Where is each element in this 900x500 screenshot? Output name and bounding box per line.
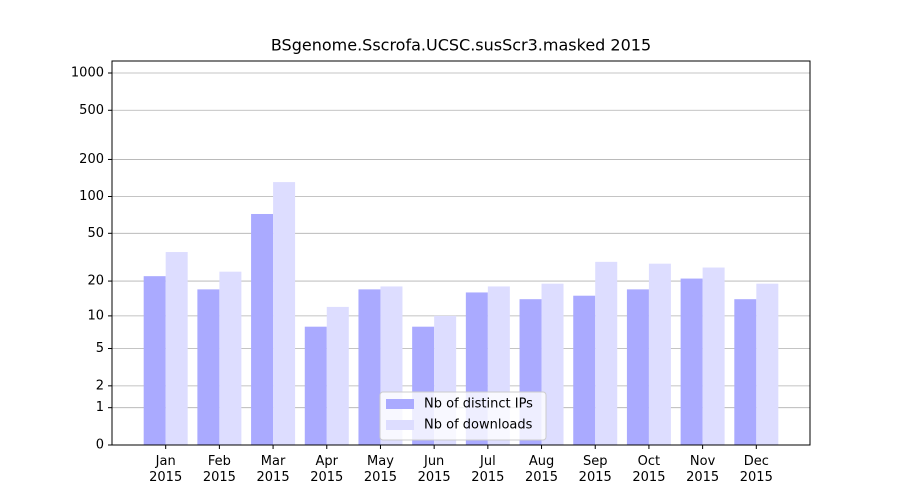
bar (143, 276, 166, 445)
bar (304, 326, 327, 445)
bar (326, 306, 349, 445)
bar (702, 267, 725, 445)
x-tick-label: May 2015 (364, 454, 397, 485)
y-tick-label: 20 (87, 274, 104, 289)
legend-label: Nb of downloads (424, 418, 533, 433)
y-tick-label: 2 (96, 378, 104, 393)
bar (595, 261, 618, 445)
legend-box (379, 391, 547, 441)
bar (165, 252, 188, 445)
x-tick-label: Dec 2015 (740, 454, 773, 485)
bar (273, 182, 296, 445)
x-tick-label: Sep 2015 (579, 454, 612, 485)
x-tick-label: Jul 2015 (471, 454, 504, 485)
legend-label: Nb of distinct IPs (424, 397, 533, 412)
bar (626, 289, 649, 445)
x-tick-label: Oct 2015 (632, 454, 665, 485)
x-tick-label: Aug 2015 (525, 454, 558, 485)
y-tick-label: 5 (96, 341, 104, 356)
bar (648, 263, 671, 445)
bar (219, 271, 242, 445)
y-tick-label: 0 (96, 438, 104, 453)
y-tick-label: 10 (87, 308, 104, 323)
y-tick-label: 50 (87, 226, 104, 241)
chart-title: BSgenome.Sscrofa.UCSC.susScr3.masked 201… (271, 36, 651, 55)
bar (197, 289, 220, 445)
x-tick-label: Mar 2015 (257, 454, 290, 485)
legend-swatch (386, 399, 414, 409)
bar (251, 213, 274, 445)
bar (756, 283, 779, 445)
bar (573, 295, 596, 445)
bar (541, 283, 564, 445)
x-tick-label: Jan 2015 (149, 454, 182, 485)
bar (734, 299, 757, 445)
plot-frame (111, 60, 811, 446)
y-tick-label: 200 (79, 152, 104, 167)
y-tick-label: 100 (79, 189, 104, 204)
legend-swatch (386, 420, 414, 430)
y-tick-label: 1 (96, 400, 104, 415)
x-tick-label: Nov 2015 (686, 454, 719, 485)
x-tick-label: Apr 2015 (310, 454, 343, 485)
y-tick-label: 500 (79, 103, 104, 118)
y-tick-label: 1000 (71, 66, 104, 81)
x-tick-label: Jun 2015 (418, 454, 451, 485)
bar (358, 289, 381, 445)
bar (680, 278, 703, 445)
x-tick-label: Feb 2015 (203, 454, 236, 485)
